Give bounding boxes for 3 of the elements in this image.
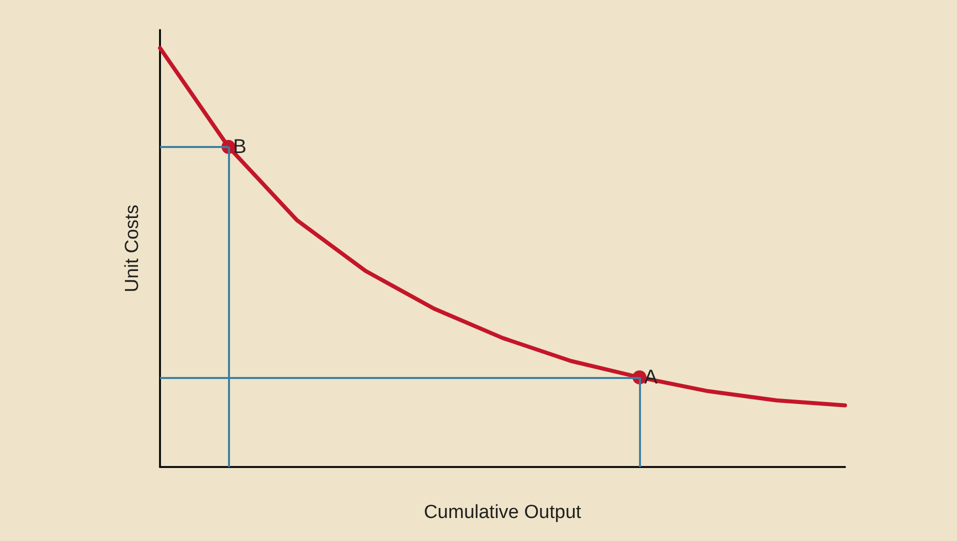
x-axis-title: Cumulative Output [424,502,582,523]
y-axis-title: Unit Costs [122,204,143,292]
annotation: B [233,136,246,158]
